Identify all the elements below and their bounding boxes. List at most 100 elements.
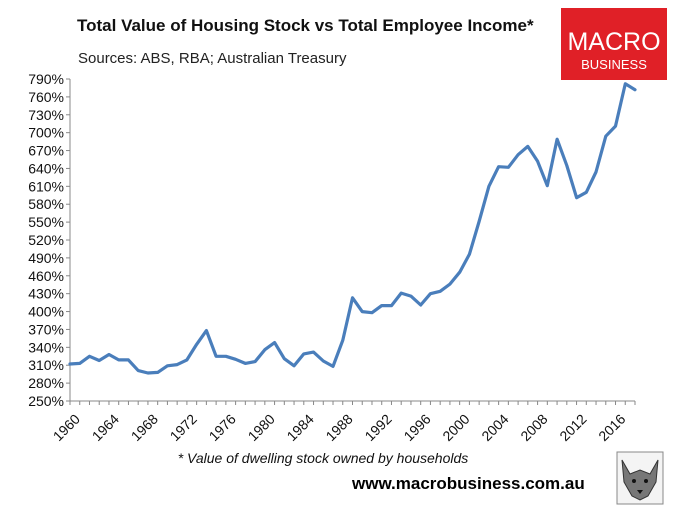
y-tick-label: 250% [28,393,64,409]
x-tick-label: 1988 [322,411,355,444]
data-point [390,304,393,307]
data-point [195,343,198,346]
logo-background [561,8,667,80]
data-point [526,145,529,148]
data-point [166,364,169,367]
x-tick-label: 1992 [361,411,394,444]
data-point [244,362,247,365]
data-point [107,353,111,356]
data-point [575,196,578,199]
data-point [633,88,637,91]
data-point [137,369,140,372]
y-tick-label: 490% [28,250,64,266]
data-point [477,220,481,223]
data-point [341,339,344,342]
y-tick-label: 670% [28,143,64,159]
data-point [594,170,598,174]
data-point [127,358,130,362]
data-point [234,358,237,361]
data-point [98,359,101,362]
data-point [419,303,422,307]
y-tick-label: 310% [28,357,64,373]
data-point [78,362,81,365]
y-tick-label: 280% [28,375,64,391]
y-tick-label: 790% [28,71,64,87]
y-tick-label: 700% [28,125,64,141]
logo-macro-text: MACRO [567,28,660,56]
x-tick-label: 2008 [517,411,550,444]
data-point [429,292,432,295]
y-tick-label: 640% [28,160,64,176]
data-point [331,365,335,368]
y-tick-label: 460% [28,268,64,284]
x-tick-label: 1960 [50,411,83,444]
data-point [585,191,588,194]
data-point [292,364,296,367]
data-point [400,291,403,295]
y-tick-label: 370% [28,321,64,337]
x-tick-label: 1984 [283,411,316,444]
data-point [409,294,413,298]
x-tick-label: 1964 [89,411,122,444]
y-tick-label: 430% [28,286,64,302]
y-tick-label: 580% [28,196,64,212]
x-tick-label: 2000 [439,411,472,444]
y-tick-label: 760% [28,89,64,105]
fox-icon [616,451,664,505]
x-tick-label: 1996 [400,411,433,444]
y-tick-label: 520% [28,232,64,248]
x-tick-label: 2004 [478,411,511,444]
y-tick-label: 730% [28,107,64,123]
data-point [263,348,266,351]
data-point [68,362,72,366]
x-axis: 1960 1964 1968 1972 1976 1980 1984 1988 1992 1996… [50,400,636,444]
data-point [555,138,559,141]
data-point [224,355,228,358]
data-point [312,350,315,354]
data-point [273,341,276,344]
y-tick-label: 340% [28,339,64,355]
data-point [351,296,354,299]
x-tick-label: 1968 [128,411,161,444]
logo-business-text: BUSINESS [581,57,647,72]
series-line [68,82,637,375]
data-point [624,82,627,86]
data-point [214,355,218,358]
data-point [370,311,374,314]
data-point [361,310,364,313]
plot-area [68,82,637,375]
data-point [439,290,442,293]
data-point [283,357,286,360]
data-point [497,165,500,168]
website-url: www.macrobusiness.com.au [351,474,585,493]
x-tick-label: 2012 [556,411,589,444]
x-tick-label: 1972 [167,411,200,444]
data-point [546,184,549,187]
data-point [604,135,607,138]
data-point [468,253,471,256]
data-point [516,153,520,156]
data-point [117,358,120,362]
data-point [380,304,383,307]
macrobusiness-logo: MACRO BUSINESS [561,8,667,80]
data-point [487,185,491,188]
y-axis: 250% 280% 310% 340% 370%400% 430% 460% 490% 520%… [28,71,71,409]
data-point [146,371,150,375]
x-tick-label: 1980 [245,411,278,444]
data-point [302,352,305,356]
data-point [322,359,325,363]
data-point [536,160,539,163]
y-tick-label: 550% [28,214,64,230]
data-point [507,166,510,169]
data-point [565,164,568,167]
data-point [185,358,189,362]
data-point [458,271,461,274]
data-point [88,355,91,358]
data-point [253,360,257,363]
data-point [448,282,452,286]
data-point [205,329,208,332]
chart-subtitle: Sources: ABS, RBA; Australian Treasury [78,50,347,67]
y-tick-label: 400% [28,304,64,320]
footnote: * Value of dwelling stock owned by house… [178,450,469,466]
